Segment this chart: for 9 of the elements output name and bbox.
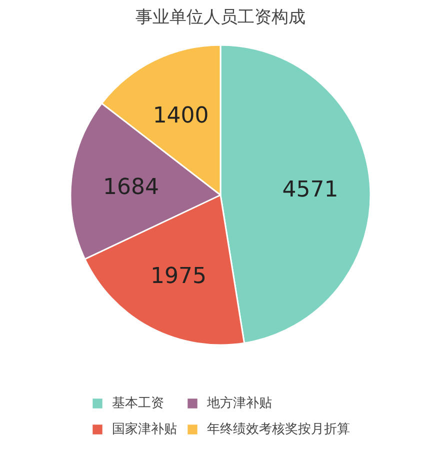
chart-title: 事业单位人员工资构成 xyxy=(136,8,306,28)
legend-label: 地方津补贴 xyxy=(207,395,272,412)
data-label: 1400 xyxy=(152,104,209,129)
legend-label: 国家津补贴 xyxy=(112,421,177,438)
data-label: 4571 xyxy=(282,177,338,202)
data-label: 1684 xyxy=(103,174,160,200)
legend-label: 年终绩效考核奖按月折算 xyxy=(207,421,350,438)
data-label: 1975 xyxy=(150,264,207,290)
legend-label: 基本工资 xyxy=(112,395,164,412)
